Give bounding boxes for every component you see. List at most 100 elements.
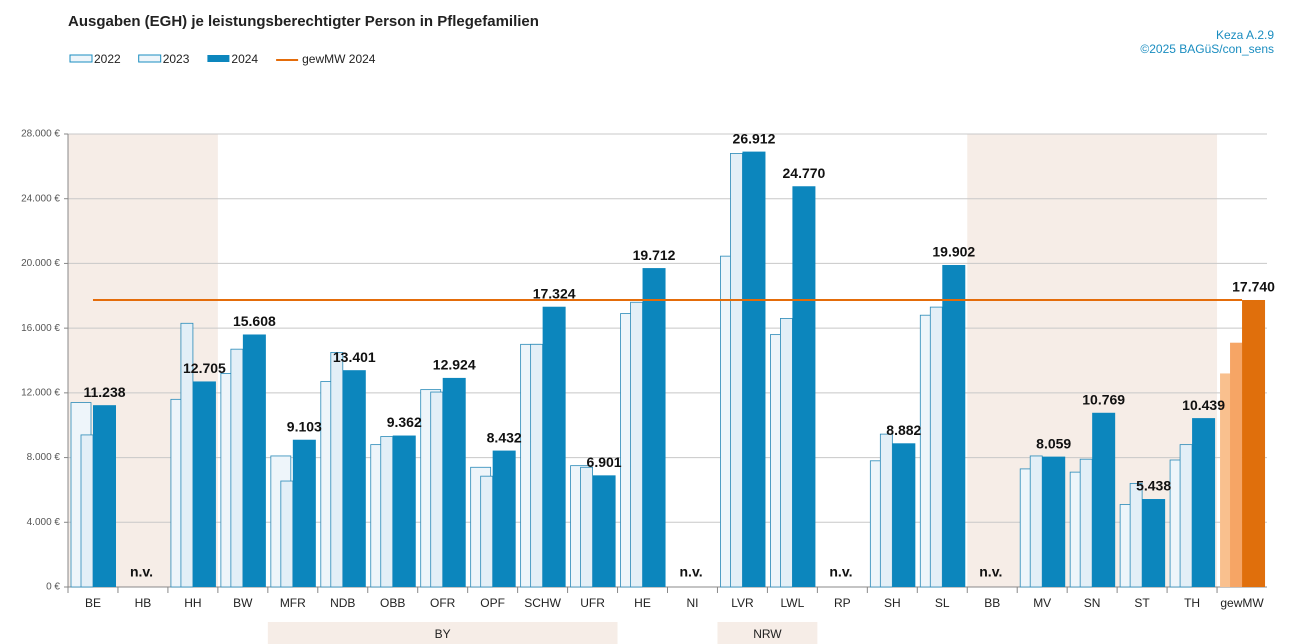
bar bbox=[530, 343, 544, 588]
x-tick-label: UFR bbox=[580, 596, 605, 610]
bar bbox=[1230, 342, 1243, 587]
bar bbox=[1142, 499, 1166, 587]
x-tick-label: LVR bbox=[731, 596, 754, 610]
bar bbox=[892, 443, 916, 587]
group-band bbox=[717, 622, 818, 644]
bar bbox=[580, 466, 593, 588]
data-label: 5.438 bbox=[1136, 478, 1171, 494]
x-tick-label: OBB bbox=[380, 596, 405, 610]
x-tick-label: RP bbox=[834, 596, 851, 610]
bar bbox=[280, 480, 294, 588]
data-label: 13.401 bbox=[333, 349, 376, 365]
bar bbox=[342, 370, 366, 587]
data-label: 9.362 bbox=[387, 414, 422, 430]
bar bbox=[1129, 483, 1143, 588]
group-label: NRW bbox=[753, 627, 782, 641]
bar bbox=[392, 435, 416, 587]
x-tick-label: NI bbox=[686, 596, 698, 610]
bar bbox=[192, 381, 216, 587]
data-label: 19.712 bbox=[633, 247, 676, 263]
y-tick-label: 24.000 € bbox=[21, 193, 60, 204]
y-tick-label: 12.000 € bbox=[21, 387, 60, 398]
x-tick-label: SCHW bbox=[524, 596, 561, 610]
data-label: n.v. bbox=[680, 564, 703, 580]
data-label: 12.705 bbox=[183, 360, 226, 376]
data-label: 19.902 bbox=[932, 244, 975, 260]
x-tick-label: SH bbox=[884, 596, 901, 610]
data-label: n.v. bbox=[829, 564, 852, 580]
data-label: 24.770 bbox=[783, 165, 826, 181]
bar bbox=[430, 391, 444, 588]
bar bbox=[1242, 299, 1266, 587]
x-tick-label: OPF bbox=[480, 596, 505, 610]
bar bbox=[642, 268, 666, 587]
bar bbox=[442, 377, 466, 587]
bar bbox=[592, 475, 616, 587]
x-tick-label: SN bbox=[1084, 596, 1101, 610]
bar bbox=[380, 436, 394, 588]
legend-label: 2024 bbox=[231, 52, 258, 66]
x-tick-label: LWL bbox=[780, 596, 804, 610]
bar bbox=[630, 301, 643, 588]
bar bbox=[780, 318, 793, 588]
legend-swatch bbox=[138, 54, 162, 63]
bar bbox=[492, 450, 516, 587]
x-tick-label: BB bbox=[984, 596, 1000, 610]
data-label: 8.882 bbox=[886, 422, 921, 438]
source: ©2025 BAGüS/con_sens bbox=[1140, 42, 1274, 56]
x-tick-label: MV bbox=[1033, 596, 1051, 610]
x-tick-label: BW bbox=[233, 596, 253, 610]
y-tick-label: 20.000 € bbox=[21, 258, 60, 269]
x-tick-label: OFR bbox=[430, 596, 456, 610]
bar bbox=[1092, 412, 1116, 587]
group-label: BY bbox=[435, 627, 451, 641]
data-label: 15.608 bbox=[233, 313, 276, 329]
bar bbox=[879, 433, 893, 588]
legend-label: gewMW 2024 bbox=[302, 52, 376, 66]
bar bbox=[792, 186, 816, 588]
bar bbox=[242, 334, 266, 587]
y-tick-label: 28.000 € bbox=[21, 129, 60, 140]
legend-swatch bbox=[207, 55, 230, 62]
bar bbox=[330, 352, 344, 588]
source: Keza A.2.9 bbox=[1216, 28, 1274, 42]
bar bbox=[1179, 444, 1193, 588]
bar bbox=[730, 153, 743, 588]
bar bbox=[230, 348, 244, 588]
bar bbox=[480, 475, 494, 588]
y-tick-label: 0 € bbox=[46, 582, 60, 593]
legend-swatch bbox=[69, 54, 93, 63]
bar bbox=[292, 439, 316, 587]
data-label: 9.103 bbox=[287, 418, 322, 434]
x-tick-label: HE bbox=[634, 596, 651, 610]
bar bbox=[93, 405, 116, 587]
data-label: 8.059 bbox=[1036, 435, 1071, 451]
x-tick-label: SL bbox=[935, 596, 950, 610]
x-tick-label: TH bbox=[1184, 596, 1200, 610]
y-tick-label: 8.000 € bbox=[27, 452, 61, 463]
data-label: 17.740 bbox=[1232, 279, 1275, 295]
x-tick-label: HB bbox=[135, 596, 152, 610]
data-label: 12.924 bbox=[433, 357, 476, 373]
legend-label: 2022 bbox=[94, 52, 121, 66]
data-label: 6.901 bbox=[587, 454, 622, 470]
bar bbox=[1079, 458, 1093, 588]
data-label: 10.439 bbox=[1182, 397, 1225, 413]
x-tick-label: BE bbox=[85, 596, 101, 610]
bar bbox=[542, 306, 566, 587]
data-label: 17.324 bbox=[533, 285, 576, 301]
x-tick-label: NDB bbox=[330, 596, 355, 610]
bar bbox=[1029, 455, 1043, 588]
data-label: n.v. bbox=[130, 564, 153, 580]
data-label: 10.769 bbox=[1082, 391, 1125, 407]
x-tick-label: gewMW bbox=[1220, 596, 1264, 610]
bar bbox=[80, 434, 94, 588]
y-tick-label: 4.000 € bbox=[27, 517, 61, 528]
x-tick-label: MFR bbox=[280, 596, 306, 610]
group-band bbox=[267, 622, 618, 644]
bar bbox=[1042, 456, 1066, 587]
legend-label: 2023 bbox=[163, 52, 190, 66]
bar bbox=[1192, 418, 1216, 587]
x-tick-label: HH bbox=[184, 596, 201, 610]
